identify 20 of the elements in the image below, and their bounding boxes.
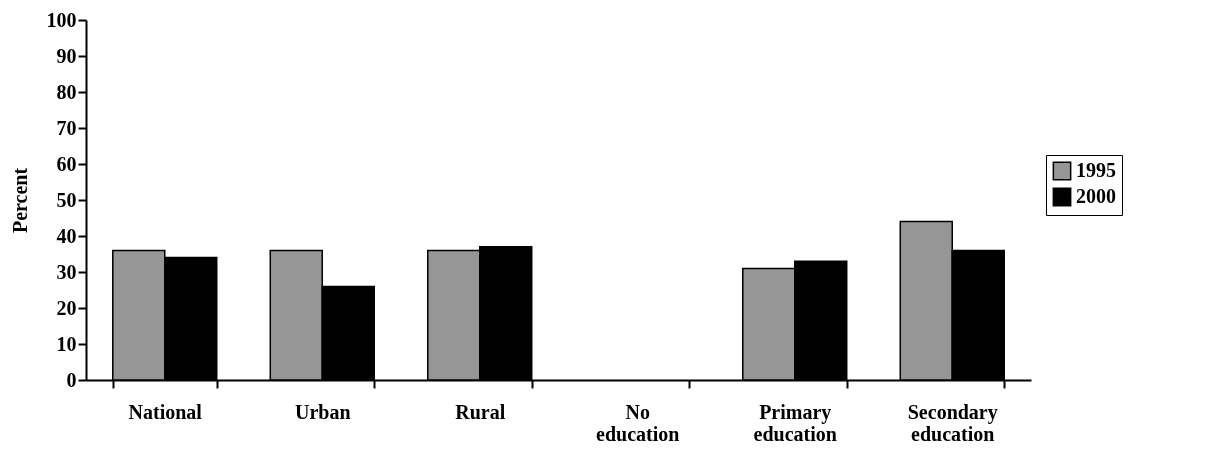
y-tick-label: 60 [56,152,77,175]
y-tick-label: 70 [56,116,77,139]
x-tick-label: Urban [294,400,351,423]
legend-label: 1995 [1076,159,1116,181]
x-tick-label: Rural [455,400,506,423]
y-tick-label: 80 [56,80,77,103]
y-tick-label: 40 [56,224,77,247]
y-tick-label: 50 [56,188,77,211]
x-tick-label: No education [596,400,680,445]
legend-label: 2000 [1076,185,1116,207]
y-tick-label: 100 [46,8,77,31]
x-tick-label: Secondary education [907,400,998,445]
y-tick-label: 30 [56,260,77,283]
x-tick-label: National [128,400,203,423]
y-tick-label: 20 [56,296,77,319]
y-tick-label: 0 [66,368,77,391]
x-tick-label: Primary education [753,400,837,445]
y-tick-label: 90 [56,44,77,67]
y-axis-title: Percent [8,167,31,234]
y-tick-label: 10 [56,332,77,355]
